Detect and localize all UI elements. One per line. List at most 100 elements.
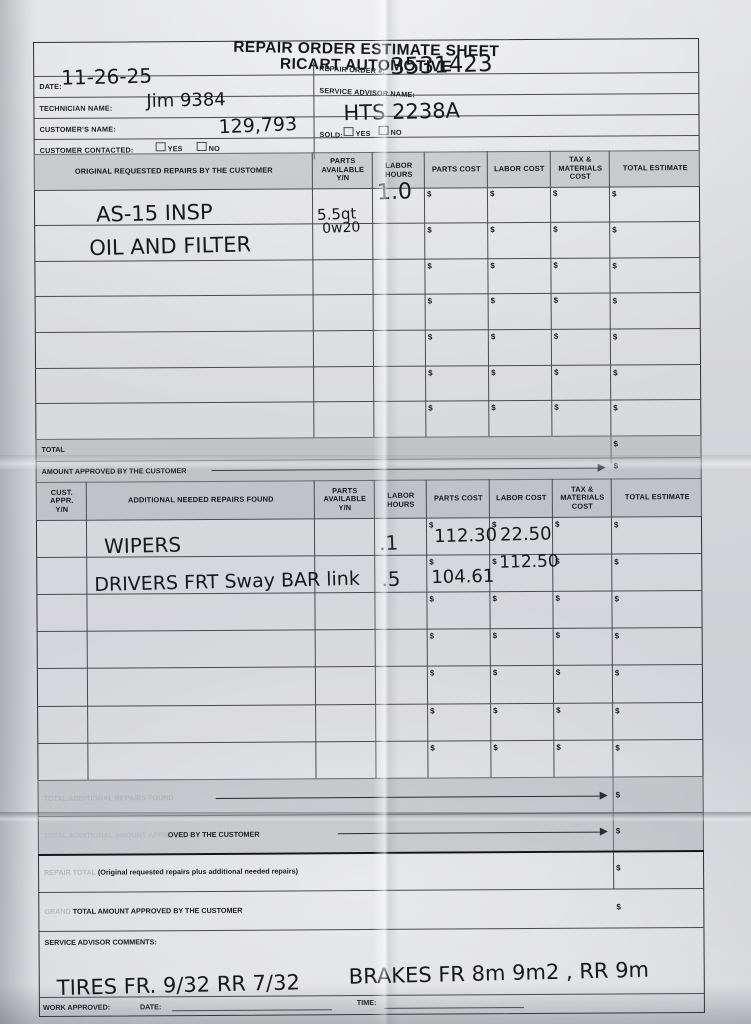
dollar-sign: $ bbox=[427, 332, 433, 342]
dollar-sign: $ bbox=[556, 742, 561, 752]
dollar-sign: $ bbox=[616, 863, 621, 873]
dollar-sign: $ bbox=[492, 594, 497, 604]
dollar-sign: $ bbox=[492, 668, 498, 678]
upper-total-label: TOTAL bbox=[41, 444, 65, 454]
dollar-sign: $ bbox=[428, 403, 433, 413]
service-advisor-comments-label: SERVICE ADVISOR COMMENTS: bbox=[44, 937, 157, 947]
upper-col-tax-materials: TAX & MATERIALS COST bbox=[552, 151, 609, 187]
footer-date-label: DATE: bbox=[139, 1002, 162, 1012]
dollar-sign: $ bbox=[615, 743, 620, 753]
label-bold-part: OVED BY THE CUSTOMER bbox=[167, 829, 260, 840]
customer-contacted-yes-label: YES bbox=[167, 144, 183, 154]
technician-name-label: TECHNICIAN NAME: bbox=[39, 103, 113, 114]
lower-col-total-estimate: TOTAL ESTIMATE bbox=[624, 492, 690, 502]
lower-col-parts-cost: PARTS COST bbox=[433, 493, 483, 503]
lower-row-1-labor-cost: 22.50 bbox=[499, 523, 552, 546]
customer-contacted-no-label: NO bbox=[208, 143, 220, 153]
lower-col-parts-available: PARTS AVAILABLE Y/N bbox=[316, 481, 374, 518]
work-approved-label: WORK APPROVED: bbox=[42, 1002, 111, 1013]
dollar-sign: $ bbox=[611, 189, 617, 199]
lower-col-tax-materials: TAX & MATERIALS COST bbox=[554, 480, 611, 517]
totals-arrow-2-head bbox=[599, 827, 608, 836]
sold-no-label: NO bbox=[390, 127, 402, 137]
upper-row-1-description: AS-15 INSP bbox=[95, 199, 213, 227]
dollar-sign: $ bbox=[427, 225, 432, 235]
dollar-sign: $ bbox=[427, 261, 432, 271]
dollar-sign: $ bbox=[430, 706, 435, 716]
dollar-sign: $ bbox=[613, 368, 618, 378]
dollar-sign: $ bbox=[554, 402, 559, 412]
dollar-sign: $ bbox=[429, 668, 435, 678]
label-faded-part: TOTAL ADDITIONAL AMOUNT APPR bbox=[43, 830, 168, 840]
dollar-sign: $ bbox=[615, 706, 620, 716]
dollar-sign: $ bbox=[490, 225, 495, 235]
date-label: DATE: bbox=[39, 81, 62, 92]
dollar-sign: $ bbox=[613, 439, 618, 449]
sold-label: SOLD: bbox=[319, 129, 344, 140]
upper-col-parts-available: PARTS AVAILABLE Y/N bbox=[314, 152, 372, 188]
lower-col-labor-hours: LABOR HOURS bbox=[376, 483, 426, 518]
dollar-sign: $ bbox=[491, 403, 496, 413]
total-additional-approved-label: TOTAL ADDITIONAL AMOUNT APPROVED BY THE … bbox=[44, 830, 260, 840]
customer-name-value: 129,793 bbox=[218, 113, 298, 139]
repair-total-label: REPAIR TOTAL (Original requested repairs… bbox=[44, 866, 298, 877]
dollar-sign: $ bbox=[612, 261, 617, 271]
parts-available-line-3: Y/N bbox=[338, 502, 352, 512]
customer-contacted-no-checkbox[interactable] bbox=[196, 141, 207, 152]
upper-parts-note-line-2: 0w20 bbox=[321, 219, 361, 237]
lower-row-1-parts-cost: 112.30 bbox=[433, 524, 498, 548]
repair-order-value: 3531423 bbox=[389, 50, 494, 81]
lower-row-2-labor-cost: 112.50 bbox=[498, 551, 559, 573]
dollar-sign: $ bbox=[493, 743, 498, 753]
total-additional-repairs-label: TOTAL ADDITIONAL REPAIRS FOUND bbox=[43, 793, 174, 803]
dollar-sign: $ bbox=[430, 743, 435, 753]
repair-order-form-sheet: REPAIR ORDER ESTIMATE SHEET RICART AUTOM… bbox=[33, 37, 705, 1018]
approved-arrow-head bbox=[597, 463, 606, 472]
dollar-sign: $ bbox=[614, 668, 620, 678]
cust-appr-line-3: Y/N bbox=[55, 504, 69, 514]
lower-row-2-labor-hours: .5 bbox=[381, 566, 401, 592]
label-faded-part: REPAIR TOTAL bbox=[44, 867, 96, 877]
lower-col-description: ADDITIONAL NEEDED REPAIRS FOUND bbox=[127, 494, 274, 505]
dollar-sign: $ bbox=[555, 593, 560, 603]
label-bold-part: (Original requested repairs plus additio… bbox=[95, 866, 299, 877]
dollar-sign: $ bbox=[613, 520, 619, 530]
dollar-sign: $ bbox=[490, 296, 496, 306]
label-faded-part: GRAND bbox=[44, 906, 71, 916]
grand-total-label: GRAND TOTAL AMOUNT APPROVED BY THE CUSTO… bbox=[44, 906, 242, 916]
dollar-sign: $ bbox=[490, 261, 495, 271]
dollar-sign: $ bbox=[429, 631, 435, 641]
dollar-sign: $ bbox=[615, 790, 621, 800]
dollar-sign: $ bbox=[614, 631, 620, 641]
dollar-sign: $ bbox=[612, 332, 618, 342]
upper-col-labor-cost: LABOR COST bbox=[494, 163, 545, 173]
customer-name-label: CUSTOMER'S NAME: bbox=[39, 124, 116, 135]
dollar-sign: $ bbox=[429, 594, 434, 604]
dollar-sign: $ bbox=[553, 260, 558, 270]
upper-col-parts-cost: PARTS COST bbox=[431, 164, 481, 174]
dollar-sign: $ bbox=[490, 332, 496, 342]
dollar-sign: $ bbox=[556, 705, 561, 715]
dollar-sign: $ bbox=[553, 295, 559, 305]
dollar-sign: $ bbox=[616, 902, 621, 912]
dollar-sign: $ bbox=[555, 667, 561, 677]
dollar-sign: $ bbox=[613, 403, 618, 413]
lower-col-labor-cost: LABOR COST bbox=[496, 493, 547, 503]
dollar-sign: $ bbox=[491, 368, 496, 378]
sold-no-checkbox[interactable] bbox=[378, 125, 389, 135]
sold-yes-checkbox[interactable] bbox=[343, 127, 354, 137]
dollar-sign: $ bbox=[427, 296, 433, 306]
dollar-sign: $ bbox=[614, 557, 619, 567]
dollar-sign: $ bbox=[554, 367, 559, 377]
upper-row-1-labor-hours: 1.0 bbox=[376, 179, 413, 206]
upper-col-description: ORIGINAL REQUESTED REPAIRS BY THE CUSTOM… bbox=[74, 165, 273, 176]
dollar-sign: $ bbox=[554, 519, 560, 529]
dollar-sign: $ bbox=[612, 296, 618, 306]
dollar-sign: $ bbox=[614, 594, 619, 604]
dollar-sign: $ bbox=[553, 224, 558, 234]
date-value: 11-26-25 bbox=[60, 63, 153, 90]
label-bold-part: TOTAL AMOUNT APPROVED BY THE CUSTOMER bbox=[70, 905, 243, 916]
customer-contacted-yes-checkbox[interactable] bbox=[155, 142, 166, 152]
upper-row-2-description: OIL AND FILTER bbox=[89, 232, 252, 261]
dollar-sign: $ bbox=[428, 368, 433, 378]
